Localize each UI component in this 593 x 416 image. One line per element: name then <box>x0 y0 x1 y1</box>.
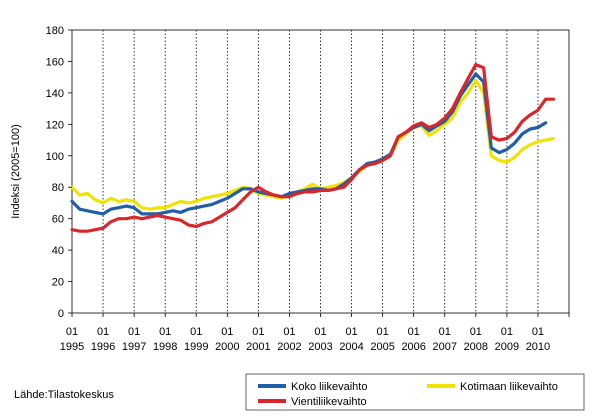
x-tick-year-label: 1999 <box>184 341 208 353</box>
x-tick-year-label: 2009 <box>495 341 519 353</box>
x-tick-month-label: 01 <box>159 326 171 338</box>
y-tick-label: 60 <box>52 214 64 226</box>
x-tick-year-label: 2005 <box>370 341 394 353</box>
x-tick-year-label: 2001 <box>246 341 270 353</box>
x-tick-month-label: 01 <box>408 326 420 338</box>
x-tick-year-label: 2004 <box>339 341 363 353</box>
x-tick-year-label: 1997 <box>122 341 146 353</box>
x-tick-year-label: 2003 <box>308 341 332 353</box>
x-tick-month-label: 01 <box>283 326 295 338</box>
y-tick-label: 160 <box>46 56 64 68</box>
y-tick-label: 20 <box>52 277 64 289</box>
y-tick-label: 140 <box>46 88 64 100</box>
x-tick-year-label: 2000 <box>215 341 239 353</box>
x-tick-month-label: 01 <box>532 326 544 338</box>
legend-label: Kotimaan liikevaihto <box>460 381 558 393</box>
x-tick-month-label: 01 <box>377 326 389 338</box>
y-tick-label: 100 <box>46 151 64 163</box>
x-tick-year-label: 1996 <box>91 341 115 353</box>
source-note: Lähde:Tilastokeskus <box>14 389 114 401</box>
x-tick-month-label: 01 <box>66 326 78 338</box>
series-line-1 <box>70 72 548 216</box>
y-axis-label: Indeksi (2005=100) <box>10 124 22 218</box>
legend-box <box>245 373 585 411</box>
series-line-2 <box>70 78 556 211</box>
y-tick-label: 0 <box>58 308 64 320</box>
x-tick-year-label: 1995 <box>60 341 84 353</box>
x-tick-month-label: 01 <box>439 326 451 338</box>
y-tick-label: 40 <box>52 245 64 257</box>
series-lines <box>70 62 556 233</box>
x-tick-year-label: 2008 <box>464 341 488 353</box>
x-tick-year-label: 2010 <box>526 341 550 353</box>
y-tick-label: 120 <box>46 119 64 131</box>
legend: Koko liikevaihto Kotimaan liikevaihto Vien… <box>245 373 585 411</box>
legend-label: Koko liikevaihto <box>291 381 367 393</box>
x-tick-month-label: 01 <box>190 326 202 338</box>
x-tick-year-label: 1998 <box>153 341 177 353</box>
series-line-3 <box>70 62 556 233</box>
y-axis: 0 20 40 60 80 100 120 140 160 180 <box>46 25 72 320</box>
x-tick-year-label: 2002 <box>277 341 301 353</box>
x-tick-month-label: 01 <box>252 326 264 338</box>
x-tick-month-label: 01 <box>345 326 357 338</box>
y-tick-label: 80 <box>52 182 64 194</box>
x-tick-month-label: 01 <box>97 326 109 338</box>
x-tick-month-label: 01 <box>501 326 513 338</box>
x-axis: 01 1995 01 1996 01 1997 01 1998 01 1999 01 2000 01 20… <box>60 313 570 353</box>
x-tick-month-label: 01 <box>221 326 233 338</box>
x-tick-month-label: 01 <box>470 326 482 338</box>
y-tick-label: 180 <box>46 25 64 37</box>
x-tick-month-label: 01 <box>314 326 326 338</box>
x-tick-year-label: 2006 <box>401 341 425 353</box>
vertical-gridlines <box>102 30 539 313</box>
x-tick-month-label: 01 <box>128 326 140 338</box>
x-tick-year-label: 2007 <box>433 341 457 353</box>
legend-label: Vientiliikevaihto <box>291 396 367 408</box>
